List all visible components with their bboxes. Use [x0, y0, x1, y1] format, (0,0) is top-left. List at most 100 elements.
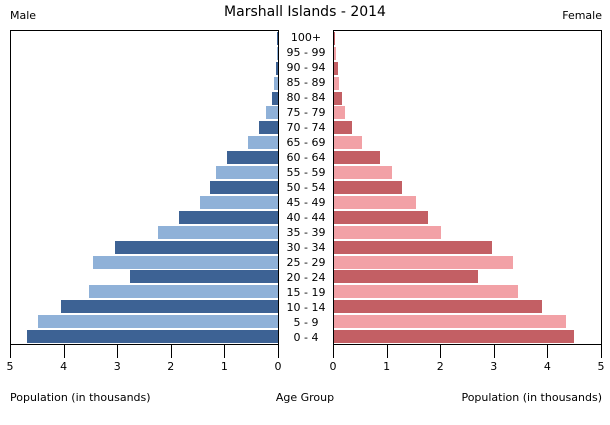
female-bar-25-29 [334, 255, 513, 269]
age-group-label: 55 - 59 [286, 166, 326, 179]
x-axis-tick-label: 0 [329, 360, 337, 373]
x-axis-tick-label: 2 [167, 360, 175, 373]
female-bar-45-49 [334, 195, 417, 209]
x-axis-tick-label: 2 [436, 360, 444, 373]
female-bar-row [334, 120, 601, 135]
x-axis-tick-mark [386, 345, 388, 358]
female-bar-row [334, 314, 601, 329]
age-group-label: 40 - 44 [286, 211, 326, 224]
female-bar-row [334, 329, 601, 344]
female-bar-0-4 [334, 330, 575, 344]
female-bar-55-59 [334, 166, 392, 180]
male-bar-row [11, 225, 278, 240]
male-bar-80-84 [271, 91, 278, 105]
female-bar-95-99 [334, 46, 337, 60]
age-group-label: 100+ [290, 31, 322, 44]
male-bar-row [11, 135, 278, 150]
age-group-label: 30 - 34 [286, 241, 326, 254]
age-group-label: 90 - 94 [286, 61, 326, 74]
female-bar-row [334, 225, 601, 240]
age-group-label: 15 - 19 [286, 286, 326, 299]
age-group-label: 35 - 39 [286, 226, 326, 239]
age-group-label: 25 - 29 [286, 256, 326, 269]
x-axis-tick-mark [547, 345, 549, 358]
male-axis-label: Population (in thousands) [10, 391, 151, 404]
female-bar-row [334, 255, 601, 270]
male-bar-75-79 [266, 106, 278, 120]
x-axis-tick-label: 3 [113, 360, 121, 373]
age-group-label: 65 - 69 [286, 136, 326, 149]
female-bar-row [334, 31, 601, 46]
male-bar-row [11, 150, 278, 165]
female-bar-row [334, 135, 601, 150]
male-bar-85-89 [274, 76, 278, 90]
male-bars-container [11, 31, 278, 344]
female-bar-10-14 [334, 300, 543, 314]
age-group-label: 50 - 54 [286, 181, 326, 194]
female-bar-row [334, 284, 601, 299]
male-bar-row [11, 76, 278, 91]
x-axis-tick-label: 1 [220, 360, 228, 373]
male-bar-20-24 [130, 270, 278, 284]
age-group-label: 20 - 24 [286, 271, 326, 284]
male-bar-65-69 [247, 136, 278, 150]
female-bar-row [334, 76, 601, 91]
male-bar-45-49 [199, 195, 278, 209]
female-bar-5-9 [334, 315, 567, 329]
male-panel [10, 30, 279, 345]
female-header-label: Female [562, 9, 602, 22]
male-bar-95-99 [276, 46, 278, 60]
male-bar-row [11, 270, 278, 285]
male-bar-row [11, 255, 278, 270]
female-bar-50-54 [334, 181, 402, 195]
x-axis-tick-mark [333, 345, 334, 358]
chart-title: Marshall Islands - 2014 [224, 4, 386, 20]
male-bar-row [11, 210, 278, 225]
x-axis-tick-mark [224, 345, 226, 358]
female-bar-row [334, 270, 601, 285]
male-bar-30-34 [114, 240, 278, 254]
age-group-label: 85 - 89 [286, 76, 326, 89]
age-group-axis-label: Age Group [275, 391, 335, 404]
x-axis-tick-mark [10, 345, 11, 358]
female-bar-30-34 [334, 240, 493, 254]
female-axis-label: Population (in thousands) [461, 391, 602, 404]
male-bar-row [11, 180, 278, 195]
male-bar-60-64 [227, 151, 278, 165]
male-bar-row [11, 329, 278, 344]
male-bar-row [11, 314, 278, 329]
x-axis-tick-label: 3 [490, 360, 498, 373]
age-group-label: 80 - 84 [286, 91, 326, 104]
x-axis-tick-mark [278, 345, 279, 358]
age-group-label: 75 - 79 [286, 106, 326, 119]
x-axis-tick-label: 1 [383, 360, 391, 373]
male-bar-row [11, 106, 278, 121]
x-axis-tick-mark [170, 345, 172, 358]
female-bar-row [334, 180, 601, 195]
male-bar-row [11, 46, 278, 61]
male-bar-90-94 [276, 61, 278, 75]
age-group-label: 5 - 9 [293, 316, 319, 329]
male-bar-row [11, 165, 278, 180]
age-group-column: 100+ 95 - 99 90 - 94 85 - 89 80 - 84 75 - 79 7… [279, 30, 333, 345]
female-bar-row [334, 165, 601, 180]
age-group-label: 70 - 74 [286, 121, 326, 134]
male-bar-row [11, 120, 278, 135]
female-bar-15-19 [334, 285, 519, 299]
age-group-label: 10 - 14 [286, 301, 326, 314]
male-bar-40-44 [179, 210, 278, 224]
male-bar-row [11, 91, 278, 106]
female-bar-row [334, 46, 601, 61]
male-bar-row [11, 195, 278, 210]
x-axis-tick-mark [601, 345, 602, 358]
male-bar-50-54 [210, 181, 278, 195]
x-axis-tick-label: 4 [60, 360, 68, 373]
age-group-label: 60 - 64 [286, 151, 326, 164]
x-axis-tick-label: 0 [274, 360, 282, 373]
male-bar-row [11, 240, 278, 255]
female-bar-65-69 [334, 136, 363, 150]
female-bar-row [334, 195, 601, 210]
female-bar-row [334, 91, 601, 106]
female-bar-60-64 [334, 151, 381, 165]
